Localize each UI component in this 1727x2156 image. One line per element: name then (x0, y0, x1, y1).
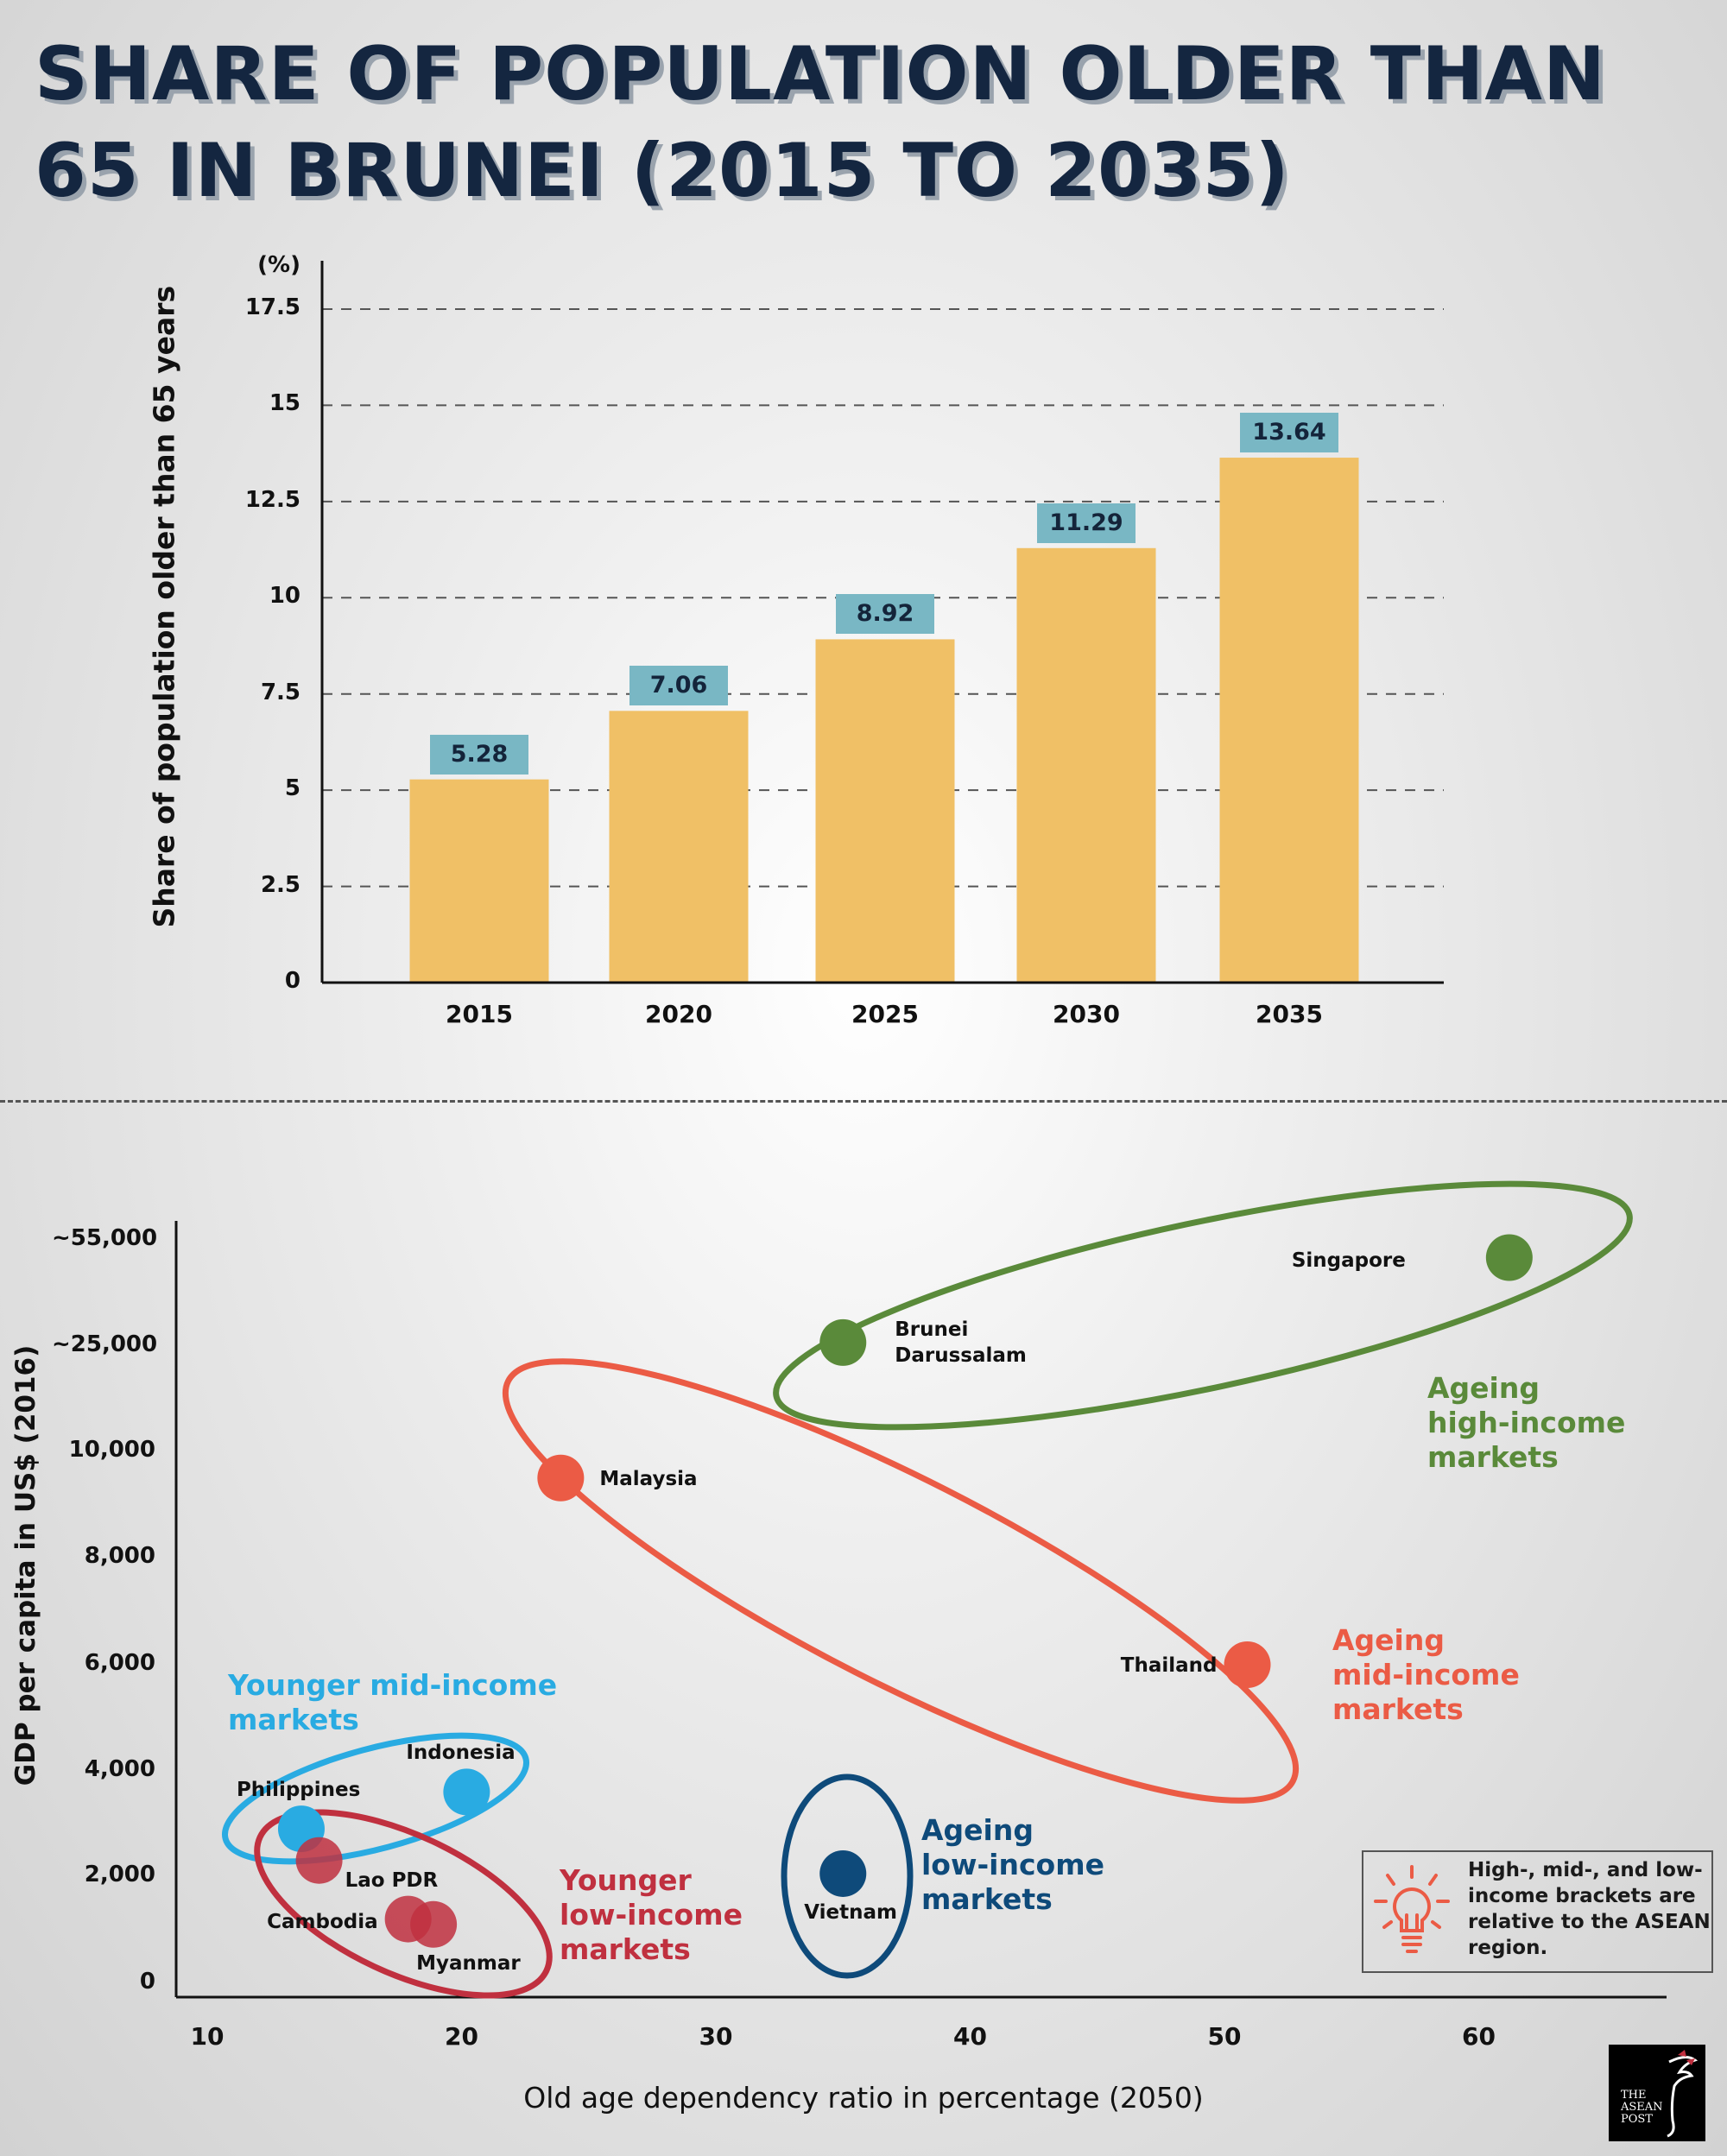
y-tick-label: 12.5 (244, 486, 300, 513)
y-unit-label: (%) (257, 252, 300, 278)
group-label-low-income: Ageing low-income markets (921, 1813, 1104, 1916)
value-label: 7.06 (629, 666, 728, 706)
y-tick-label: 10,000 (68, 1437, 155, 1463)
asean-post-logo: THE ASEAN POST (1609, 2045, 1705, 2141)
note-box (1362, 1850, 1713, 1973)
y-tick-label: ~55,000 (52, 1225, 158, 1251)
group-ellipse-low (781, 1773, 914, 1979)
y-tick-label: 7.5 (260, 679, 300, 705)
country-label: Malaysia (599, 1467, 698, 1490)
country-label: Vietnam (804, 1900, 897, 1924)
value-label: 5.28 (430, 734, 528, 775)
x-tick-label: 2030 (1053, 1000, 1120, 1028)
value-label: 13.64 (1240, 413, 1338, 453)
value-label: 8.92 (836, 594, 934, 635)
y-tick-label: 4,000 (84, 1756, 155, 1782)
y-tick-label: 6,000 (84, 1650, 155, 1676)
country-label: Myanmar (416, 1951, 521, 1975)
group-label-mid-income: Ageing mid-income markets (1332, 1623, 1520, 1726)
page-title: SHARE OF POPULATION OLDER THAN 65 IN BRU… (35, 26, 1606, 219)
x-tick-label: 40 (953, 2022, 987, 2051)
point-malaysia (537, 1454, 585, 1502)
point-singapore (1485, 1234, 1533, 1281)
y-tick-label: 2,000 (84, 1862, 155, 1887)
x-tick-label: 2015 (446, 1000, 513, 1028)
x-tick-label: 2025 (851, 1000, 919, 1028)
group-label-younger-low-income: Younger low-income markets (560, 1863, 743, 1966)
lightbulb-icon (1374, 1865, 1450, 1953)
x-tick-label: 2020 (645, 1000, 712, 1028)
bar-chart (320, 261, 1444, 984)
y-tick-label: 0 (139, 1969, 155, 1995)
bar-2025 (815, 639, 955, 983)
bar-2015 (409, 779, 549, 983)
svg-text:THE: THE (1621, 2089, 1647, 2102)
title-line-1: SHARE OF POPULATION OLDER THAN (35, 31, 1606, 117)
y-tick-label: 5 (284, 775, 300, 802)
note-text: High-, mid-, and low-income brackets are… (1468, 1859, 1711, 1959)
x-tick-label: 2035 (1256, 1000, 1323, 1028)
group-ellipse-mid (502, 1358, 1300, 1804)
y-tick-label: 2.5 (260, 871, 300, 898)
title-line-2: 65 IN BRUNEI (2015 TO 2035) (35, 128, 1290, 214)
y-tick-label: 0 (284, 968, 300, 994)
group-ellipse-high (773, 1180, 1633, 1431)
x-tick-label: 60 (1462, 2022, 1496, 2051)
country-label: Cambodia (267, 1910, 378, 1933)
bar-2020 (609, 711, 749, 983)
y-tick-label: 15 (269, 390, 300, 417)
point-thailand (1224, 1641, 1271, 1688)
point-myanmar (410, 1900, 458, 1948)
y-tick-label: ~25,000 (52, 1331, 158, 1357)
bar-2035 (1219, 458, 1359, 983)
group-ellipse-ylow (254, 1809, 553, 1999)
svg-text:POST: POST (1621, 2113, 1653, 2126)
x-tick-label: 20 (445, 2022, 478, 2051)
x-tick-label: 30 (699, 2022, 733, 2051)
country-label: Brunei Darussalam (895, 1318, 1027, 1367)
x-tick-label: 50 (1207, 2022, 1242, 2051)
point-lao-pdr (295, 1837, 343, 1884)
bar-2030 (1016, 547, 1156, 983)
scatter-y-axis-title: GDP per capita in US$ (2016) (10, 1344, 41, 1786)
country-label: Philippines (236, 1779, 361, 1802)
point-vietnam (819, 1849, 867, 1897)
group-label-high-income: Ageing high-income markets (1427, 1371, 1626, 1474)
country-label: Lao PDR (345, 1868, 439, 1892)
svg-text:ASEAN: ASEAN (1620, 2101, 1663, 2114)
y-tick-label: 17.5 (244, 294, 300, 320)
value-label: 11.29 (1037, 503, 1136, 543)
scatter-x-axis-title: Old age dependency ratio in percentage (… (523, 2081, 1204, 2115)
section-divider (0, 1100, 1727, 1103)
point-indonesia (443, 1768, 490, 1816)
point-brunei-darussalam (819, 1318, 867, 1366)
x-tick-label: 10 (190, 2022, 225, 2051)
y-tick-label: 10 (269, 583, 300, 610)
group-label-younger-mid-income: Younger mid-income markets (228, 1668, 558, 1736)
y-tick-label: 8,000 (84, 1543, 155, 1569)
group-ellipse-ymid (221, 1732, 530, 1865)
bird-logo-icon: THE ASEAN POST (1620, 2050, 1699, 2138)
country-label: Indonesia (406, 1742, 516, 1765)
country-label: Thailand (1120, 1654, 1218, 1677)
country-label: Singapore (1291, 1249, 1406, 1272)
